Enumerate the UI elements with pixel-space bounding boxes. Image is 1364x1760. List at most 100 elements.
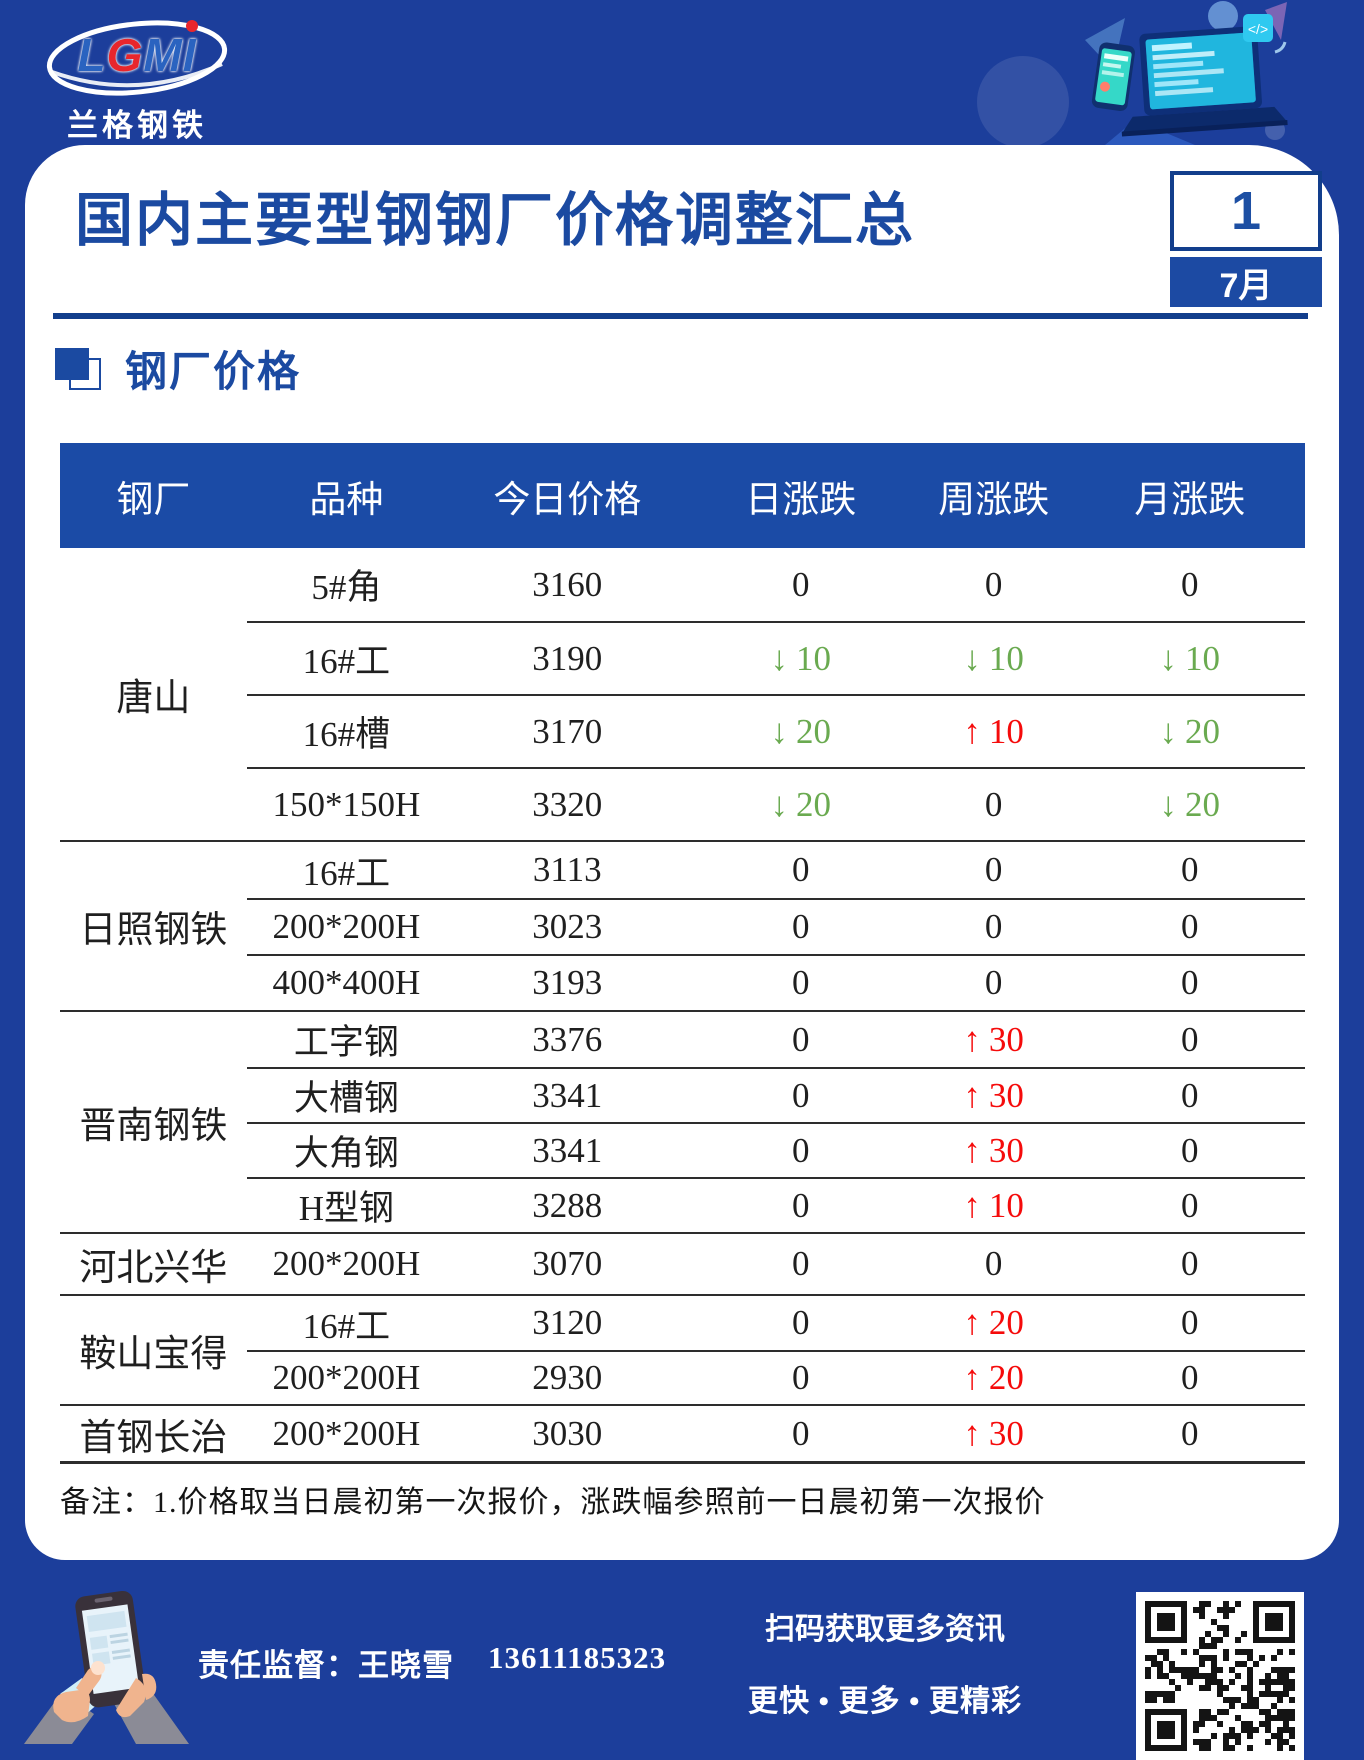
mill-rows: 16#工 3120 0 ↑ 20 0 200*200H 2930 0 ↑ 20 0 [246,1296,1305,1404]
week-change-cell: ↑ 10 [963,711,1024,751]
table-row: 16#工 3113 0 0 0 [247,842,1305,898]
variety-cell: 16#槽 [302,715,391,754]
price-cell: 3160 [532,564,603,604]
week-change-cell: ↑ 30 [963,1413,1024,1453]
mill-group: 唐山 5#角 3160 0 0 0 16#工 3190 ↓ 10 ↓ 10 ↓ 10 16#槽 3170 ↓ 20… [60,548,1305,840]
price-cell: 3023 [532,907,603,946]
day-change-cell: 0 [791,1244,810,1283]
variety-cell: 200*200H [272,907,421,946]
table-row: 150*150H 3320 ↓ 20 0 ↓ 20 [246,767,1305,840]
month-change-cell: 0 [1181,850,1199,889]
day-change-cell: ↓ 20 [770,784,831,824]
day-change-cell: 0 [791,1413,810,1453]
variety-cell: 200*200H [272,1244,421,1283]
month-change-cell: 0 [1181,1185,1199,1225]
month-change-cell: 0 [1181,1303,1199,1342]
month-change-cell: ↓ 20 [1159,784,1221,824]
week-change-cell: 0 [984,907,1003,946]
variety-cell: 16#工 [302,853,391,893]
week-change-cell: ↑ 30 [963,1075,1024,1115]
day-change-cell: 0 [791,963,810,1002]
variety-cell: 200*200H [272,1358,421,1397]
table-header-row: 钢厂 品种 今日价格 日涨跌 周涨跌 月涨跌 [60,443,1305,548]
day-change-cell: 0 [791,1019,810,1059]
mill-group: 鞍山宝得 16#工 3120 0 ↑ 20 0 200*200H 2930 0 ↑ 20 0 [60,1294,1305,1404]
supervisor-line: 责任监督：王晓雪 13611185323 [198,1640,666,1685]
tech-illustration-icon: </> [977,1,1288,148]
mill-group: 首钢长治 200*200H 3030 0 ↑ 30 0 [60,1404,1305,1461]
month-change-cell: ↓ 20 [1159,711,1221,751]
down-arrow-icon: ↓ [770,711,788,751]
month-change-cell: 0 [1181,1358,1199,1397]
table-row: 大角钢 3341 0 ↑ 30 0 [246,1122,1305,1177]
up-arrow-icon: ↑ [963,1413,981,1453]
qr-caption-line2: 更快 • 更多 • 更精彩 [747,1685,1022,1718]
down-arrow-icon: ↓ [963,638,981,678]
day-change-cell: 0 [791,907,810,946]
table-row: 工字钢 3376 0 ↑ 30 0 [247,1012,1305,1067]
logo-swoosh-icon [46,20,228,96]
week-change-cell: 0 [984,1244,1003,1283]
mill-name: 河北兴华 [79,1248,228,1289]
week-change-cell: ↑ 30 [963,1130,1024,1170]
section-title: 钢厂价格 [125,350,302,396]
table-row: 400*400H 3193 0 0 0 [246,954,1305,1010]
price-cell: 3170 [532,711,603,751]
table-row: 5#角 3160 0 0 0 [247,548,1305,621]
content-card: 国内主要型钢钢厂价格调整汇总 1 7月 钢厂价格 钢厂 品种 今日价格 日涨跌 … [25,145,1339,1560]
col-header-month-change: 月涨跌 [1134,479,1246,521]
down-arrow-icon: ↓ [770,638,788,678]
col-header-day-change: 日涨跌 [745,479,857,521]
day-change-cell: 0 [791,850,810,889]
week-change-cell: ↓ 10 [963,638,1024,678]
section-header: 钢厂价格 [55,338,301,399]
variety-cell: 工字钢 [293,1023,399,1062]
week-change-cell: ↑ 20 [963,1358,1024,1397]
mill-group: 河北兴华 200*200H 3070 0 0 0 [60,1232,1305,1294]
svg-text:</>: </> [1248,21,1268,37]
week-change-cell: ↑ 10 [963,1185,1024,1225]
table-row: 200*200H 2930 0 ↑ 20 0 [246,1350,1305,1404]
up-arrow-icon: ↑ [963,1130,981,1170]
mill-rows: 工字钢 3376 0 ↑ 30 0 大槽钢 3341 0 ↑ 30 0 大角钢 3341 0 ↑ 30 0 H型钢 3… [246,1012,1305,1232]
table-row: 16#槽 3170 ↓ 20 ↑ 10 ↓ 20 [246,694,1305,767]
day-change-cell: ↓ 10 [770,638,831,678]
variety-cell: 大角钢 [293,1134,399,1173]
price-cell: 3376 [532,1019,603,1059]
variety-cell: 16#工 [302,1306,391,1346]
month-change-cell: 0 [1181,1075,1199,1115]
table-row: 16#工 3120 0 ↑ 20 0 [247,1296,1305,1350]
mill-group: 日照钢铁 16#工 3113 0 0 0 200*200H 3023 0 0 0 400*400H 31… [60,840,1305,1010]
logo-subtext: 兰格钢铁 [67,108,207,143]
variety-cell: 200*200H [272,1413,421,1453]
table-row: H型钢 3288 0 ↑ 10 0 [246,1177,1305,1232]
footnote: 备注：1.价格取当日晨初第一次报价，涨跌幅参照前一日晨初第一次报价 [60,1486,1046,1519]
supervisor-label: 责任监督：王晓雪 [198,1648,454,1683]
day-change-cell: 0 [791,1358,810,1397]
up-arrow-icon: ↑ [963,1358,981,1397]
variety-cell: H型钢 [298,1189,394,1228]
variety-cell: 16#工 [302,642,391,681]
table-row: 16#工 3190 ↓ 10 ↓ 10 ↓ 10 [246,621,1305,694]
price-cell: 3193 [532,963,603,1002]
price-cell: 3113 [532,850,602,889]
col-header-price: 今日价格 [493,479,642,521]
down-arrow-icon: ↓ [770,784,788,824]
mill-name: 鞍山宝得 [79,1334,228,1375]
variety-cell: 大槽钢 [293,1079,399,1118]
hands-phone-icon [24,1590,189,1744]
up-arrow-icon: ↑ [963,1075,981,1115]
week-change-cell: 0 [984,963,1003,1002]
month-change-cell: ↓ 10 [1159,638,1221,678]
week-change-cell: 0 [984,850,1003,889]
price-cell: 3120 [532,1303,603,1342]
qr-code-icon [1145,1601,1295,1751]
down-arrow-icon: ↓ [1159,784,1178,824]
title-divider [53,313,1308,319]
up-arrow-icon: ↑ [963,1185,981,1225]
price-cell: 3030 [532,1413,603,1453]
down-arrow-icon: ↓ [1159,638,1178,678]
table-body: 唐山 5#角 3160 0 0 0 16#工 3190 ↓ 10 ↓ 10 ↓ 10 16#槽 3170 ↓ 20… [60,548,1305,1464]
up-arrow-icon: ↑ [963,1303,981,1342]
